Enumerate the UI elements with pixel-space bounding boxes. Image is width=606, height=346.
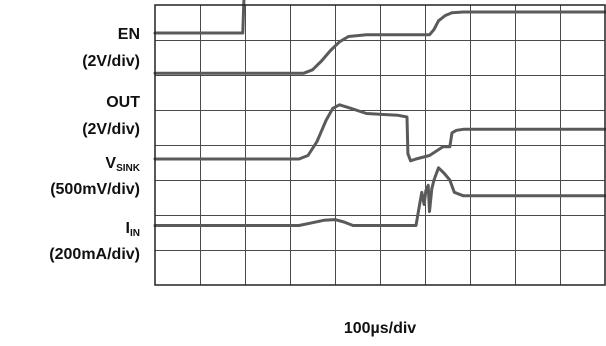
channel-label-vsink-scale: (500mV/div) [50, 181, 140, 198]
channel-label-iin-name: IIN [126, 220, 140, 239]
channel-label-en-scale: (2V/div) [82, 53, 140, 70]
channel-label-iin-scale: (200mA/div) [49, 246, 140, 263]
scope-grid [155, 5, 605, 285]
trace-out [153, 10, 606, 75]
channel-label-out-scale: (2V/div) [82, 121, 140, 138]
timebase-label: 100µs/div [344, 320, 416, 337]
channel-label-vsink-subscript: SINK [116, 163, 141, 174]
channel-label-vsink-main: V [105, 155, 116, 172]
channel-label-en-name: EN [118, 26, 140, 43]
trace-i-in [153, 166, 606, 227]
channel-label-iin-subscript: IN [130, 228, 140, 239]
channel-label-out-name: OUT [106, 94, 140, 111]
channel-labels: EN (2V/div) OUT (2V/div) VSINK (500mV/di… [49, 26, 140, 263]
scope-frame [154, 4, 606, 286]
channel-label-iin-main: I [126, 220, 130, 237]
trace-v-sink [153, 103, 606, 163]
channel-label-vsink-name: VSINK [105, 155, 140, 174]
